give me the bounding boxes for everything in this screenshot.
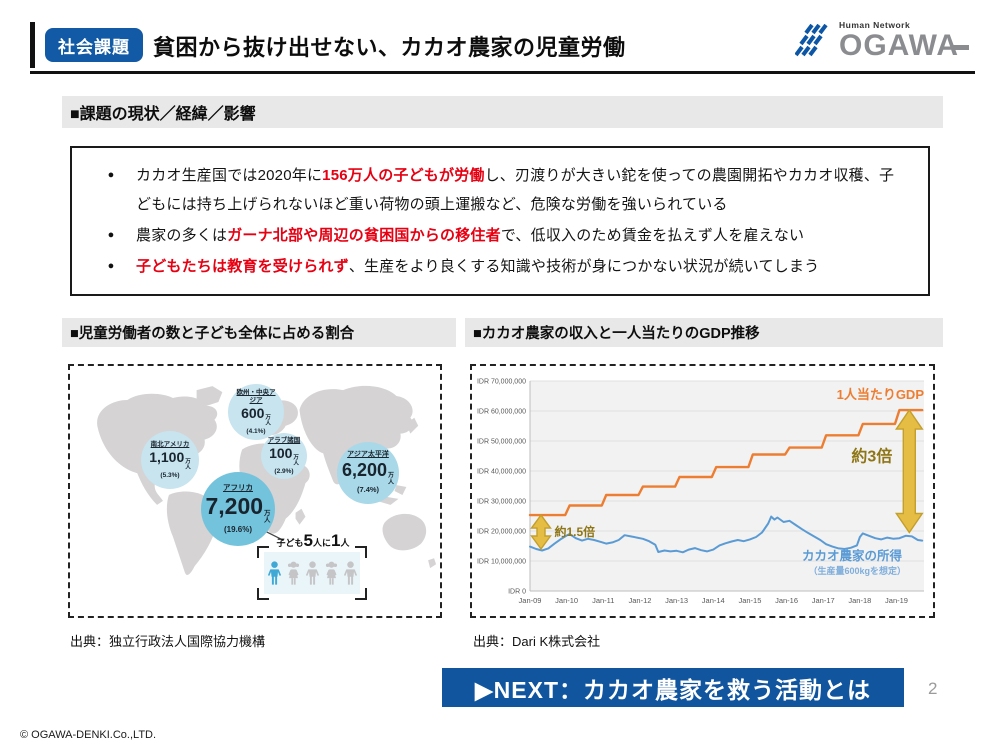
svg-text:IDR 20,000,000: IDR 20,000,000 [477, 529, 526, 536]
svg-text:約1.5倍: 約1.5倍 [554, 524, 595, 539]
next-banner[interactable]: ▶NEXT：カカオ農家を救う活動とは [442, 668, 904, 707]
person-icon-girl [287, 561, 299, 585]
header-underline [30, 71, 975, 74]
svg-text:Jan-10: Jan-10 [555, 596, 578, 605]
page-title: 貧困から抜け出せない、カカオ農家の児童労働 [153, 35, 626, 60]
svg-text:IDR 50,000,000: IDR 50,000,000 [477, 439, 526, 446]
svg-text:IDR 60,000,000: IDR 60,000,000 [477, 409, 526, 416]
logo-name: OGAWA [839, 30, 970, 61]
svg-text:Jan-17: Jan-17 [812, 596, 835, 605]
income-gdp-line-chart: IDR 0 IDR 10,000,000 IDR 20,000,000 IDR 30,… [477, 379, 925, 606]
svg-text:IDR 70,000,000: IDR 70,000,000 [477, 379, 526, 386]
svg-text:IDR 0: IDR 0 [508, 589, 526, 596]
svg-text:1人当たりGDP: 1人当たりGDP [837, 387, 925, 402]
bullet-item: ● 子どもたちは教育を受けられず、生産をより良くする知識や技術が身につかない状況が… [102, 252, 902, 281]
child-labor-map-panel: 南北アメリカ 1,100 万人 (5.3%) 欧州・中央アジア 600 万人 (4.1%) アラ… [68, 364, 442, 618]
person-icon-boy [305, 560, 319, 585]
children-pictogram [264, 552, 360, 594]
ogawa-logo-mark [795, 24, 828, 57]
logo-tagline: Human Network [839, 20, 911, 31]
svg-text:IDR 10,000,000: IDR 10,000,000 [477, 559, 526, 566]
svg-text:Jan-15: Jan-15 [738, 596, 761, 605]
copyright: © OGAWA-DENKI.Co.,LTD. [20, 729, 157, 741]
leader-line [263, 530, 284, 541]
income-gdp-chart-panel: IDR 0 IDR 10,000,000 IDR 20,000,000 IDR 30,… [470, 364, 935, 618]
section-heading-current-state: ■課題の現状／経緯／影響 [62, 96, 943, 128]
person-icon-boy [343, 560, 357, 585]
ogawa-logo: Human Network OGAWA [795, 16, 980, 66]
scale-arrow [894, 408, 924, 534]
bullet-marker: ● [107, 260, 115, 272]
section-heading-child-labor: ■児童労働者の数と子ども全体に占める割合 [62, 318, 456, 347]
logo-dash [953, 45, 970, 51]
header-accent-bar [30, 22, 35, 68]
svg-text:カカオ農家の所得: カカオ農家の所得 [802, 548, 903, 563]
svg-text:Jan-12: Jan-12 [628, 596, 651, 605]
svg-text:Jan-09: Jan-09 [519, 596, 542, 605]
scale-arrow [530, 513, 552, 551]
page-number: 2 [928, 679, 938, 698]
bullet-text: 農家の多くはガーナ北部や周辺の貧困国からの移住者で、低収入のため賃金を払えず人を… [136, 227, 805, 244]
svg-text:（生産量600kgを想定）: （生産量600kgを想定） [808, 565, 906, 576]
region-bubble: アラブ諸国 100 万人 (2.9%) [261, 433, 307, 479]
source-right: 出典：Dari K株式会社 [473, 634, 601, 649]
region-bubble: 欧州・中央アジア 600 万人 (4.1%) [228, 384, 284, 440]
region-bubble: アフリカ 7,200 万人 (19.6%) [201, 472, 275, 546]
region-bubble: 南北アメリカ 1,100 万人 (5.3%) [141, 431, 199, 489]
bullet-text: カカオ生産国では2020年に156万人の子どもが労働し、刃渡りが大きい鉈を使って… [136, 167, 895, 213]
ratio-label: 子ども5人に1人 [276, 531, 350, 550]
source-left: 出典：独立行政法人国際協力機構 [70, 634, 266, 649]
svg-text:Jan-19: Jan-19 [885, 596, 908, 605]
bullet-marker: ● [107, 229, 115, 241]
issue-bullet-box: ● カカオ生産国では2020年に156万人の子どもが労働し、刃渡りが大きい鉈を使っ… [70, 146, 930, 296]
category-badge: 社会課題 [45, 28, 143, 62]
bullet-marker: ● [107, 169, 115, 181]
svg-text:Jan-11: Jan-11 [592, 596, 614, 605]
section-heading-income-gdp: ■カカオ農家の収入と一人当たりのGDP推移 [465, 318, 943, 347]
svg-text:約3倍: 約3倍 [851, 447, 892, 466]
svg-text:Jan-14: Jan-14 [702, 596, 725, 605]
svg-text:Jan-13: Jan-13 [665, 596, 688, 605]
svg-text:IDR 30,000,000: IDR 30,000,000 [477, 499, 526, 506]
bullet-text: 子どもたちは教育を受けられず、生産をより良くする知識や技術が身につかない状況が続… [136, 258, 820, 275]
bullet-item: ● カカオ生産国では2020年に156万人の子どもが労働し、刃渡りが大きい鉈を使っ… [102, 161, 902, 219]
svg-text:Jan-18: Jan-18 [848, 596, 871, 605]
svg-text:Jan-16: Jan-16 [775, 596, 798, 605]
region-bubble: アジア太平洋 6,200 万人 (7.4%) [337, 442, 399, 504]
svg-text:IDR 40,000,000: IDR 40,000,000 [477, 469, 526, 476]
person-icon-boy [267, 560, 281, 585]
bullet-item: ● 農家の多くはガーナ北部や周辺の貧困国からの移住者で、低収入のため賃金を払えず人… [102, 221, 902, 250]
person-icon-girl [325, 561, 337, 585]
